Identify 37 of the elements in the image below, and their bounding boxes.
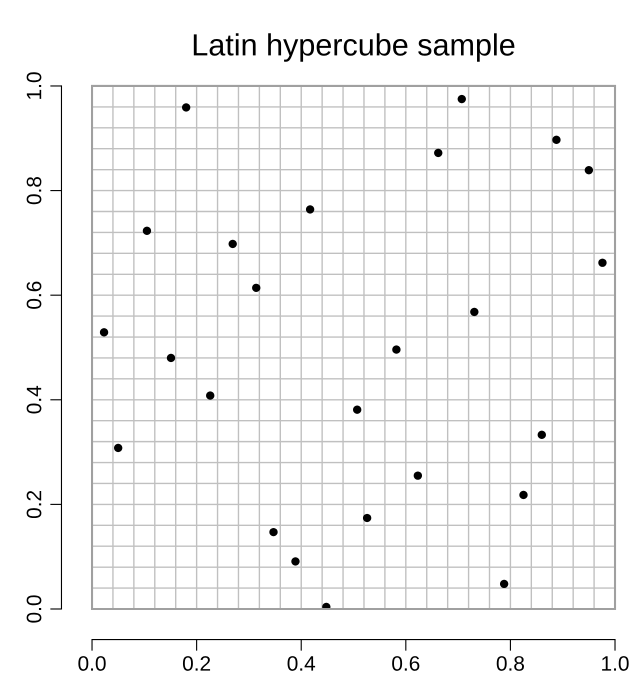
point <box>269 528 278 536</box>
point <box>458 94 466 104</box>
point <box>291 557 300 566</box>
point <box>114 444 122 452</box>
point <box>470 308 478 316</box>
point <box>552 136 561 144</box>
chart-title: Latin hypercube sample <box>194 33 514 62</box>
point <box>206 391 214 400</box>
y-tick-label: 0.2 <box>26 490 42 518</box>
point <box>142 226 152 236</box>
point <box>500 580 508 588</box>
y-tick-label: 0.6 <box>26 282 42 309</box>
y-tick-label: 1.0 <box>26 72 42 99</box>
point <box>182 103 190 112</box>
point <box>519 490 528 500</box>
point <box>306 205 314 214</box>
y-tick-label: 0.0 <box>26 595 42 623</box>
point <box>353 406 362 414</box>
x-tick-label: 0.2 <box>182 656 210 671</box>
point <box>228 240 237 248</box>
point <box>100 328 108 336</box>
x-tick-label: 1.0 <box>602 656 629 671</box>
x-tick-label: 0.6 <box>392 656 420 671</box>
point <box>392 345 401 354</box>
x-tick-label: 0.4 <box>288 656 316 671</box>
point <box>598 258 607 267</box>
point <box>538 430 546 439</box>
point <box>362 514 372 522</box>
point <box>434 148 442 158</box>
x-tick-label: 0.0 <box>78 656 106 671</box>
y-tick-label: 0.8 <box>26 177 42 204</box>
point <box>252 284 260 292</box>
y-tick-label: 0.4 <box>26 386 42 414</box>
point <box>584 166 594 174</box>
point <box>166 354 176 362</box>
x-tick-label: 0.8 <box>496 656 524 671</box>
point <box>414 471 422 480</box>
